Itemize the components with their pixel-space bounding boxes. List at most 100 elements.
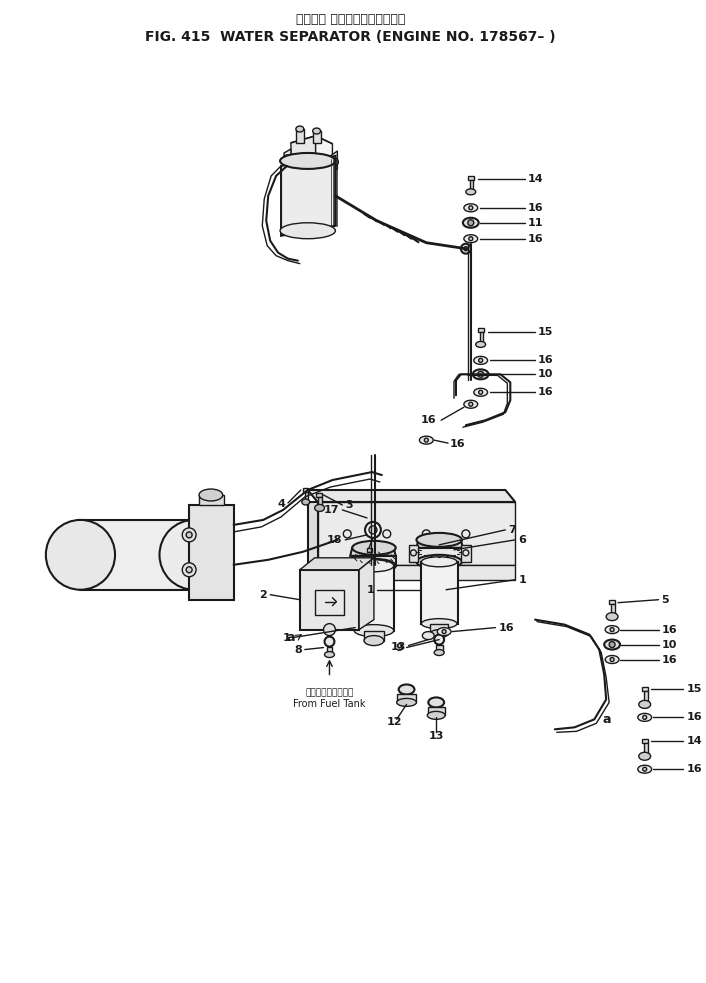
Bar [326, 647, 333, 655]
Text: 1: 1 [518, 575, 526, 585]
Ellipse shape [46, 520, 115, 590]
Ellipse shape [325, 652, 335, 658]
Circle shape [186, 532, 192, 538]
Ellipse shape [638, 765, 652, 774]
Text: From Fuel Tank: From Fuel Tank [293, 699, 366, 710]
Polygon shape [291, 136, 333, 151]
Polygon shape [291, 136, 316, 166]
Text: 5: 5 [662, 595, 669, 605]
Circle shape [469, 205, 473, 209]
Ellipse shape [419, 436, 433, 444]
Polygon shape [199, 495, 224, 505]
Text: 16: 16 [662, 655, 677, 665]
Ellipse shape [434, 650, 444, 656]
Circle shape [424, 438, 429, 442]
Ellipse shape [437, 627, 451, 636]
Polygon shape [330, 151, 337, 173]
Ellipse shape [463, 218, 479, 228]
Bar [419, 548, 464, 562]
Circle shape [642, 767, 647, 772]
Circle shape [369, 526, 377, 534]
Circle shape [469, 402, 473, 406]
Circle shape [323, 623, 335, 636]
Bar [468, 176, 474, 180]
Ellipse shape [473, 370, 489, 379]
Text: 10: 10 [662, 640, 677, 650]
Text: 13: 13 [390, 642, 405, 652]
Ellipse shape [364, 636, 384, 646]
Ellipse shape [427, 712, 445, 720]
Bar [397, 694, 417, 703]
Ellipse shape [352, 541, 395, 554]
Text: 6: 6 [518, 535, 526, 545]
Circle shape [461, 244, 471, 254]
Polygon shape [284, 149, 291, 169]
Text: ウォータ セパレータ　適用号機: ウォータ セパレータ 適用号機 [296, 13, 405, 26]
Text: 16: 16 [662, 624, 677, 635]
Text: a: a [602, 713, 611, 725]
Polygon shape [281, 156, 335, 236]
Ellipse shape [199, 489, 223, 501]
Circle shape [186, 567, 192, 573]
Text: 14: 14 [528, 174, 544, 184]
Circle shape [609, 642, 615, 648]
Bar [355, 566, 394, 631]
Bar [316, 493, 321, 497]
Text: 12: 12 [387, 718, 402, 727]
Ellipse shape [474, 357, 488, 365]
Ellipse shape [397, 698, 417, 707]
Text: 9: 9 [396, 643, 404, 653]
Bar [642, 739, 647, 743]
Polygon shape [308, 490, 515, 502]
Text: 16: 16 [528, 202, 544, 212]
Ellipse shape [605, 625, 619, 634]
Circle shape [479, 390, 483, 394]
Ellipse shape [280, 223, 335, 239]
Text: 8: 8 [294, 645, 301, 655]
Ellipse shape [421, 618, 457, 628]
Polygon shape [350, 548, 395, 555]
Polygon shape [300, 570, 359, 629]
Bar [642, 687, 647, 691]
Polygon shape [308, 502, 318, 565]
Ellipse shape [417, 533, 462, 547]
Polygon shape [300, 557, 374, 570]
Circle shape [330, 158, 338, 166]
Ellipse shape [352, 558, 395, 573]
Bar [296, 129, 304, 143]
Text: 16: 16 [528, 234, 544, 244]
Ellipse shape [466, 189, 476, 195]
Bar [611, 604, 615, 615]
Bar [429, 708, 445, 716]
Ellipse shape [639, 701, 651, 709]
Ellipse shape [476, 341, 486, 347]
Ellipse shape [464, 400, 478, 408]
Ellipse shape [421, 556, 457, 567]
Ellipse shape [313, 128, 321, 134]
Text: 14: 14 [686, 736, 702, 746]
Text: 16: 16 [450, 439, 466, 449]
Text: 15: 15 [686, 684, 702, 694]
Polygon shape [409, 545, 419, 562]
Bar [479, 332, 483, 342]
Circle shape [182, 528, 196, 542]
Circle shape [365, 522, 381, 538]
Ellipse shape [430, 629, 448, 638]
Text: 15: 15 [538, 327, 554, 337]
Ellipse shape [354, 559, 394, 572]
Ellipse shape [474, 388, 488, 396]
Circle shape [479, 359, 483, 363]
Circle shape [434, 635, 444, 645]
Text: フュエルタンクから: フュエルタンクから [305, 688, 354, 697]
Text: 1: 1 [282, 633, 290, 643]
Ellipse shape [280, 153, 335, 169]
Circle shape [442, 629, 446, 634]
Ellipse shape [638, 714, 652, 722]
Ellipse shape [464, 203, 478, 211]
Text: 16: 16 [498, 622, 514, 633]
Text: 18: 18 [327, 535, 342, 545]
Text: 3: 3 [345, 500, 353, 510]
Bar [478, 328, 484, 332]
Ellipse shape [639, 752, 651, 760]
Circle shape [283, 155, 291, 163]
